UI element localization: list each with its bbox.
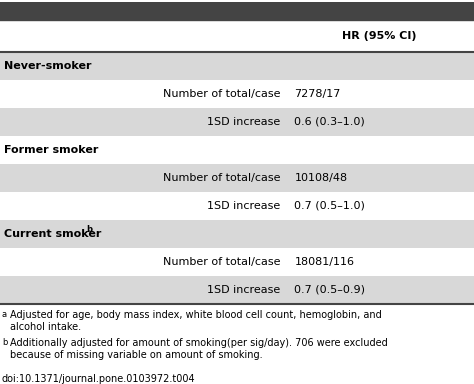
Text: 0.7 (0.5–1.0): 0.7 (0.5–1.0): [294, 201, 365, 211]
Text: 1SD increase: 1SD increase: [207, 201, 281, 211]
Text: Never-smoker: Never-smoker: [4, 61, 91, 71]
Text: Number of total/case: Number of total/case: [163, 89, 281, 99]
Bar: [0, 80, 474, 108]
Bar: [0, 52, 474, 80]
Bar: [0, 108, 474, 136]
Text: 10108/48: 10108/48: [294, 173, 347, 183]
Text: Additionally adjusted for amount of smoking(per sig/day). 706 were excluded
beca: Additionally adjusted for amount of smok…: [10, 338, 388, 361]
Bar: [0, 136, 474, 164]
Text: Former smoker: Former smoker: [4, 145, 99, 155]
Text: b: b: [86, 225, 92, 235]
Text: Number of total/case: Number of total/case: [163, 173, 281, 183]
Text: doi:10.1371/journal.pone.0103972.t004: doi:10.1371/journal.pone.0103972.t004: [2, 374, 196, 384]
Text: Adjusted for age, body mass index, white blood cell count, hemoglobin, and
alcoh: Adjusted for age, body mass index, white…: [10, 310, 382, 333]
Text: 1SD increase: 1SD increase: [207, 117, 281, 127]
Bar: [0, 248, 474, 276]
Bar: [0, 276, 474, 304]
Text: 18081/116: 18081/116: [294, 257, 355, 267]
Text: b: b: [2, 338, 8, 347]
Text: a: a: [2, 310, 7, 319]
Text: HR (95% CI): HR (95% CI): [342, 31, 417, 41]
Text: 0.7 (0.5–0.9): 0.7 (0.5–0.9): [294, 285, 365, 295]
Text: 7278/17: 7278/17: [294, 89, 341, 99]
Text: Number of total/case: Number of total/case: [163, 257, 281, 267]
Bar: [0, 164, 474, 192]
Bar: [0, 192, 474, 220]
Text: 1SD increase: 1SD increase: [207, 285, 281, 295]
Text: 0.6 (0.3–1.0): 0.6 (0.3–1.0): [294, 117, 365, 127]
Bar: [0, 2, 474, 20]
Text: Current smoker: Current smoker: [4, 229, 101, 239]
Bar: [0, 220, 474, 248]
Bar: [0, 20, 474, 52]
